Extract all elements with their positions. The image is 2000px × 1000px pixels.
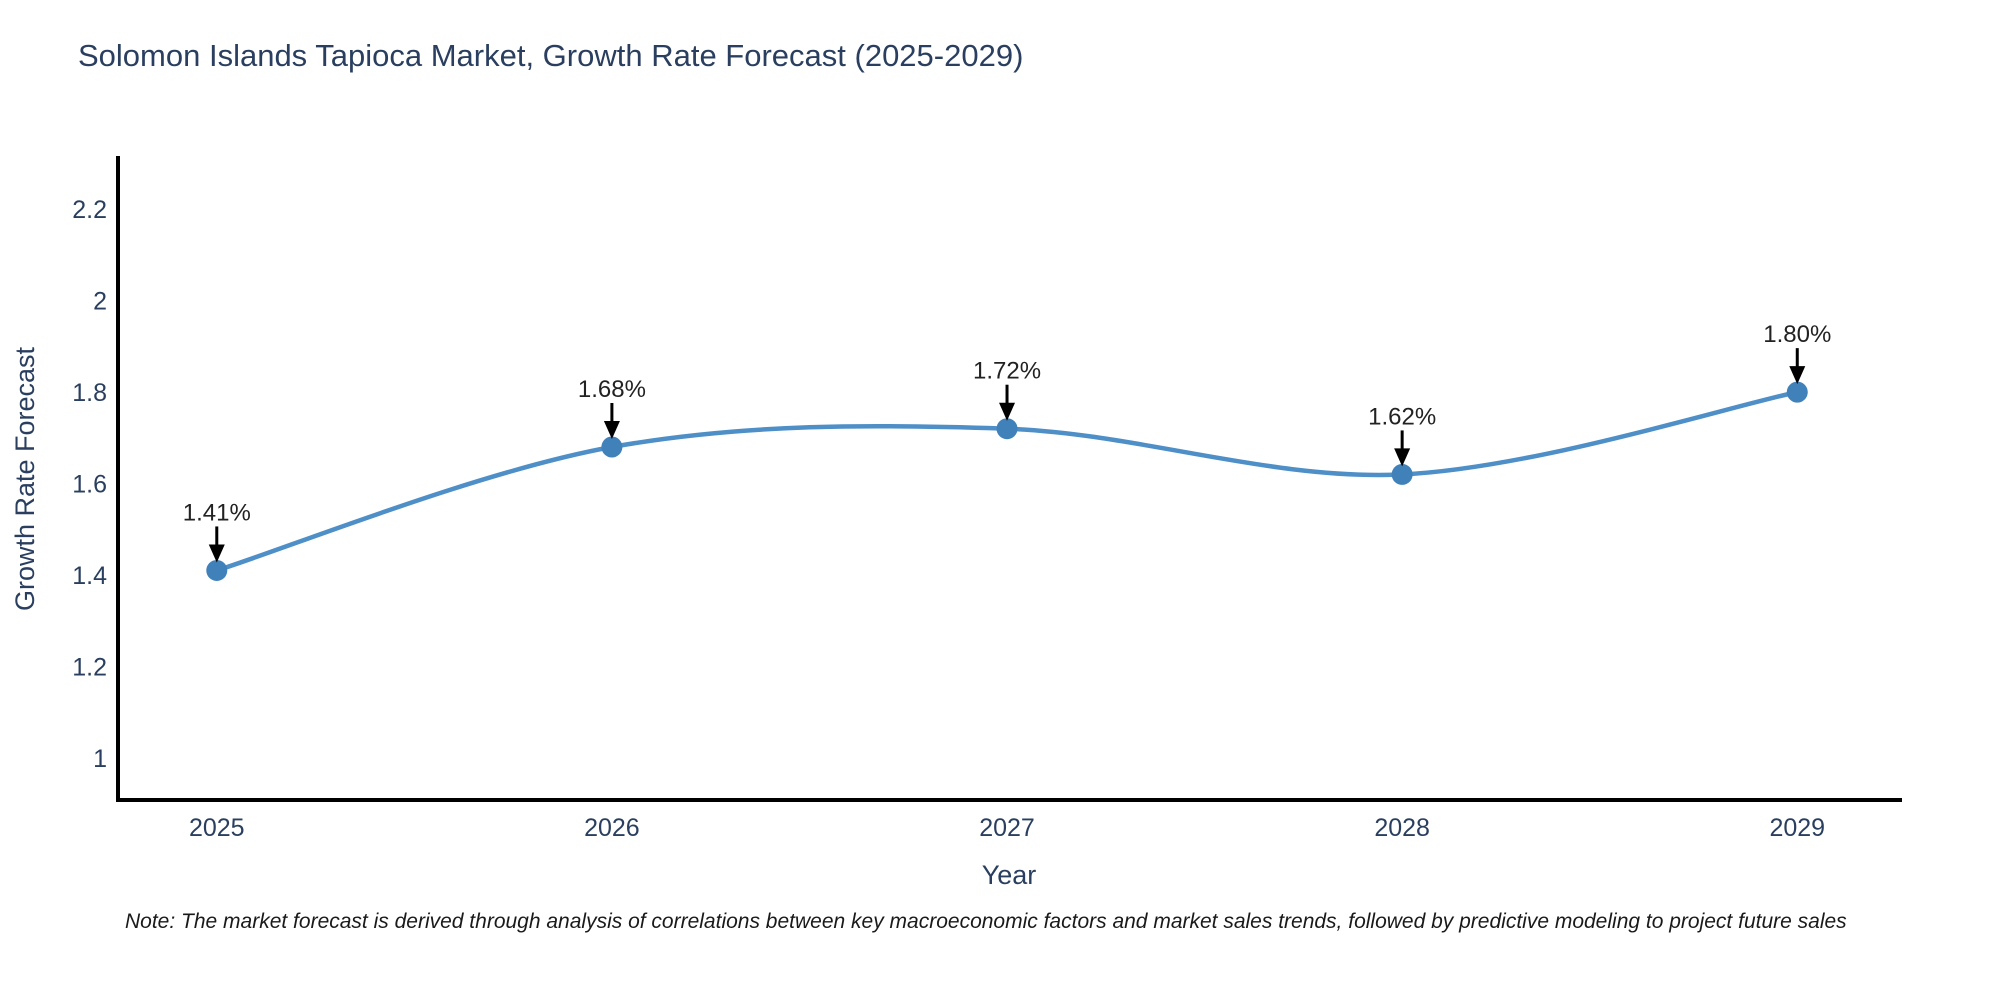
y-axis-tick-label: 2: [93, 288, 107, 316]
y-axis-tick-label: 1.4: [72, 562, 107, 590]
x-axis-title: Year: [982, 860, 1037, 890]
x-axis-tick-label: 2029: [1769, 814, 1825, 842]
x-axis-tick-label: 2027: [979, 814, 1035, 842]
annotation-arrow-head: [1789, 366, 1806, 385]
note-text: Note: The market forecast is derived thr…: [125, 910, 1847, 933]
data-point-marker-2027: [996, 418, 1018, 440]
point-annotation-label: 1.80%: [1763, 321, 1831, 348]
x-axis-tick-label: 2025: [189, 814, 245, 842]
annotation-arrow-head: [999, 402, 1016, 421]
y-axis-tick-label: 1.8: [72, 379, 107, 407]
x-axis-tick-label: 2028: [1374, 814, 1430, 842]
y-axis-tick-label: 2.2: [72, 196, 107, 224]
axis-lines: [116, 156, 1902, 802]
point-annotation-label: 1.41%: [183, 499, 251, 526]
point-annotation-label: 1.72%: [973, 358, 1041, 385]
annotation-arrow-head: [1394, 448, 1411, 467]
annotation-arrow-head: [603, 420, 620, 439]
y-axis-tick-label: 1.6: [72, 471, 107, 499]
data-point-marker-2028: [1391, 463, 1413, 485]
data-point-marker-2025: [206, 559, 228, 581]
annotation-arrow-head: [208, 544, 225, 563]
y-axis-tick-label: 1.2: [72, 653, 107, 681]
data-point-marker-2026: [601, 436, 623, 458]
x-axis-tick-label: 2026: [584, 814, 640, 842]
y-axis-tick-label: 1: [93, 745, 107, 773]
chart-title: Solomon Islands Tapioca Market, Growth R…: [78, 38, 1024, 73]
point-annotation-label: 1.68%: [578, 376, 646, 403]
y-axis-title: Growth Rate Forecast: [10, 346, 40, 611]
point-annotation-label: 1.62%: [1368, 403, 1436, 430]
data-point-marker-2029: [1786, 381, 1808, 403]
